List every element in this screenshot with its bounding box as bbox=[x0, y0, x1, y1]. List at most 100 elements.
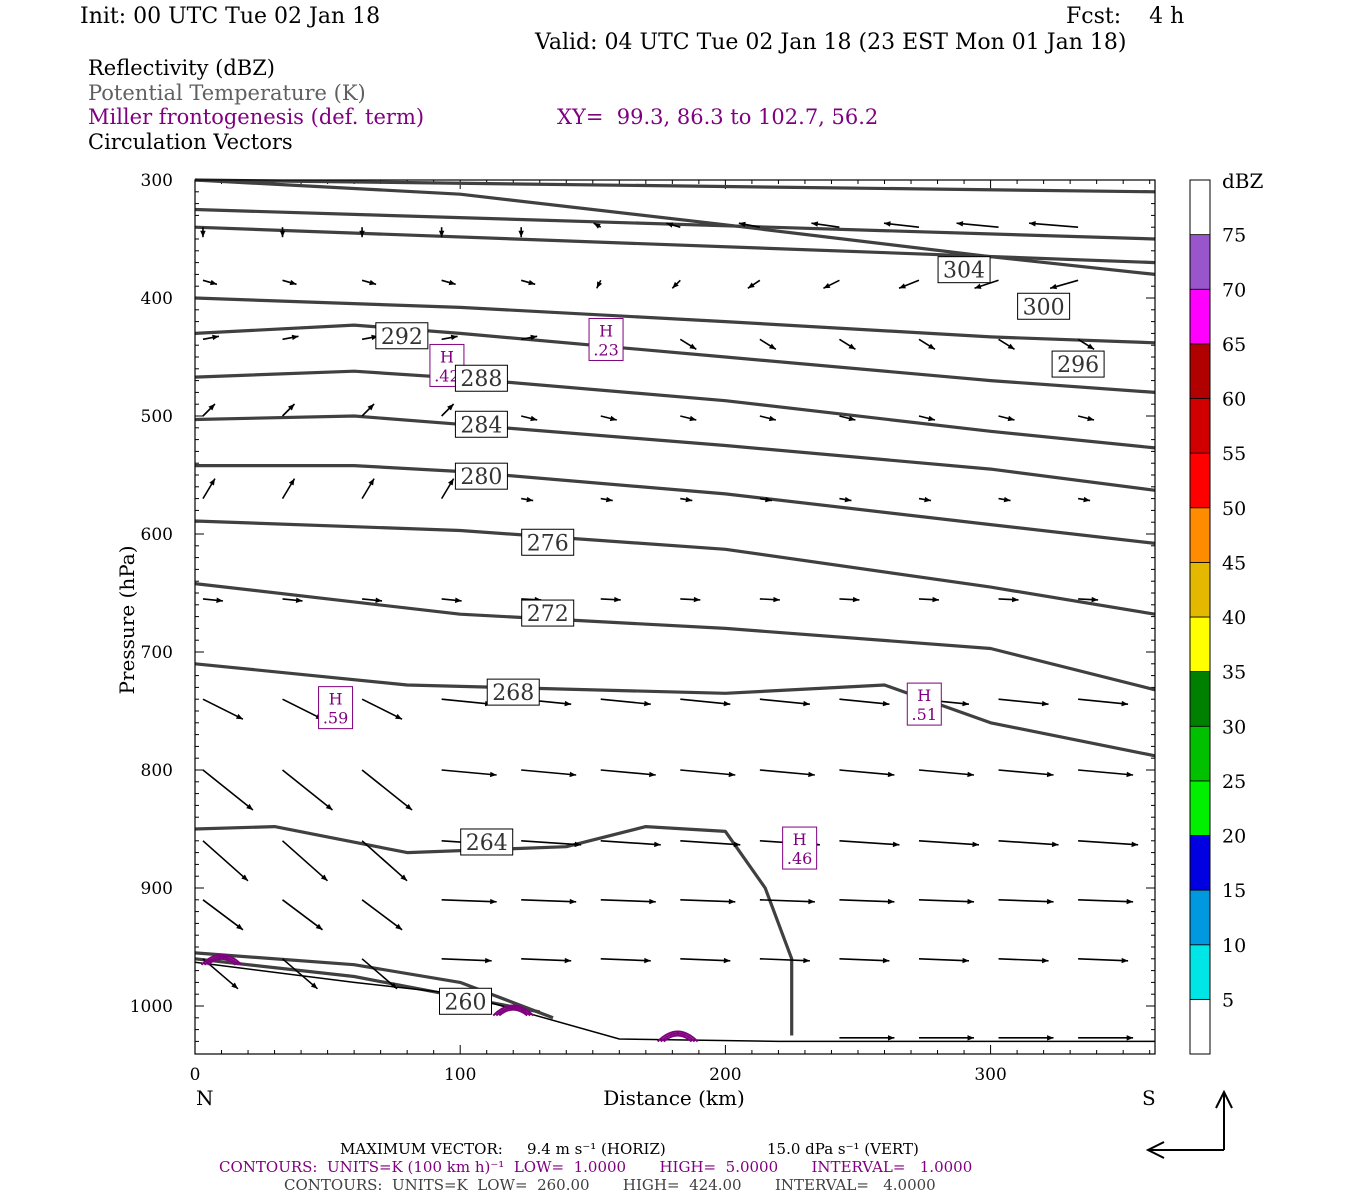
miller-high-box bbox=[782, 826, 818, 870]
theta-contour-272 bbox=[194, 662, 1156, 758]
circulation-vector bbox=[1078, 840, 1139, 848]
vector-head bbox=[609, 415, 617, 422]
vector-head bbox=[1121, 957, 1129, 964]
circulation-vector bbox=[593, 222, 602, 229]
circulation-vector bbox=[359, 227, 365, 238]
circulation-vector bbox=[202, 403, 216, 417]
vector-shaft bbox=[282, 698, 323, 720]
vector-head bbox=[569, 771, 577, 778]
theta-contour-upper bbox=[194, 207, 1156, 241]
vector-head bbox=[1046, 771, 1054, 778]
theta-contour-280 bbox=[194, 519, 1156, 616]
circulation-vector bbox=[440, 478, 455, 500]
circulation-vector bbox=[282, 698, 323, 720]
miller-contour-arc bbox=[498, 1008, 528, 1017]
vector-shaft bbox=[361, 698, 403, 720]
theta-label-box bbox=[1017, 292, 1071, 320]
colorbar-segment bbox=[1189, 398, 1211, 454]
vector-shaft bbox=[600, 769, 656, 776]
vector-head bbox=[654, 841, 661, 848]
y-tick-labels: 300 400 500 600 700 800 900 1000 bbox=[130, 171, 173, 1017]
plot-frame bbox=[194, 179, 1156, 1055]
circulation-vector bbox=[680, 415, 697, 422]
theta-contour-284 bbox=[195, 464, 1156, 545]
circulation-vector bbox=[281, 958, 319, 990]
theta-label-box bbox=[486, 678, 540, 706]
vector-head bbox=[235, 713, 243, 720]
colorbar-label: 75 bbox=[1222, 225, 1246, 247]
miller-contour-arc bbox=[200, 953, 243, 966]
vector-head bbox=[518, 230, 524, 238]
vector-shaft bbox=[998, 769, 1054, 776]
circulation-vector bbox=[918, 957, 970, 964]
circulation-vector bbox=[679, 338, 697, 350]
colorbar-label: 45 bbox=[1222, 552, 1246, 574]
vector-head bbox=[928, 343, 935, 350]
circulation-vector bbox=[361, 478, 375, 500]
contours-miller: CONTOURS: UNITS=K (100 km h)⁻¹ LOW= 1.00… bbox=[219, 1158, 973, 1176]
vector-head bbox=[1126, 898, 1134, 905]
colorbar-label: 70 bbox=[1222, 279, 1246, 301]
x-tick-label: 200 bbox=[709, 1065, 741, 1085]
vector-head bbox=[765, 496, 772, 503]
circulation-vector bbox=[441, 898, 497, 905]
vector-head bbox=[450, 334, 458, 341]
vector-shaft bbox=[441, 698, 492, 705]
vector-head bbox=[1046, 898, 1054, 905]
colorbar-segment bbox=[1189, 234, 1211, 290]
circulation-vector bbox=[1078, 898, 1134, 905]
max-vector-horiz: 9.4 m s⁻¹ (HORIZ) bbox=[527, 1140, 666, 1158]
vector-head bbox=[200, 230, 206, 238]
theta-label-268: 268 bbox=[492, 681, 534, 706]
colorbar-segment bbox=[1189, 944, 1211, 1000]
circulation-vector bbox=[839, 415, 856, 422]
vector-shaft bbox=[441, 769, 497, 776]
circulation-vector bbox=[441, 957, 492, 964]
vector-head bbox=[288, 478, 295, 486]
vector-head bbox=[614, 596, 621, 603]
colorbar-label: 15 bbox=[1222, 880, 1246, 902]
circulation-vector bbox=[918, 1035, 974, 1041]
circulation-vector bbox=[680, 698, 731, 707]
miller-contour-arc bbox=[492, 1004, 534, 1017]
circulation-vector bbox=[998, 840, 1059, 848]
vector-head bbox=[530, 334, 538, 341]
y-axis-label: Pressure (hPa) bbox=[115, 546, 139, 695]
circulation-vector bbox=[839, 496, 852, 503]
vector-shaft bbox=[839, 698, 890, 705]
circulation-vector bbox=[441, 769, 497, 778]
vector-head bbox=[564, 957, 572, 964]
vector-shaft bbox=[281, 840, 329, 882]
colorbar-unit: dBZ bbox=[1222, 169, 1264, 193]
terrain-surface bbox=[194, 961, 1155, 1043]
vector-head bbox=[924, 496, 931, 503]
vector-head bbox=[1007, 415, 1015, 422]
theta-contour-upper bbox=[194, 225, 1156, 265]
colorbar-segment bbox=[1189, 343, 1211, 399]
colorbar-label: 20 bbox=[1222, 826, 1246, 848]
vector-shaft bbox=[759, 698, 810, 705]
vector-head bbox=[395, 923, 403, 930]
circulation-vector bbox=[738, 221, 761, 228]
circulation-vector bbox=[680, 496, 693, 503]
circulation-vector bbox=[839, 957, 890, 964]
vector-shaft bbox=[918, 769, 975, 776]
circulation-vector bbox=[839, 769, 895, 778]
vector-shaft bbox=[281, 958, 319, 990]
vector-head bbox=[689, 415, 697, 422]
colorbar-segment bbox=[1189, 998, 1211, 1055]
vector-head bbox=[231, 982, 238, 989]
vector-head bbox=[291, 334, 299, 341]
colorbar-segment bbox=[1189, 616, 1211, 673]
vector-head bbox=[672, 281, 679, 289]
circulation-vector bbox=[1077, 496, 1091, 503]
vector-head bbox=[773, 596, 780, 603]
vector-head bbox=[685, 496, 693, 503]
vector-head bbox=[530, 415, 538, 422]
vector-shaft bbox=[202, 899, 244, 931]
circulation-vector bbox=[839, 840, 900, 848]
colorbar-label: 5 bbox=[1222, 989, 1234, 1011]
circulation-vector bbox=[759, 957, 810, 964]
vector-shaft bbox=[600, 698, 651, 705]
miller-high-box bbox=[588, 317, 624, 361]
